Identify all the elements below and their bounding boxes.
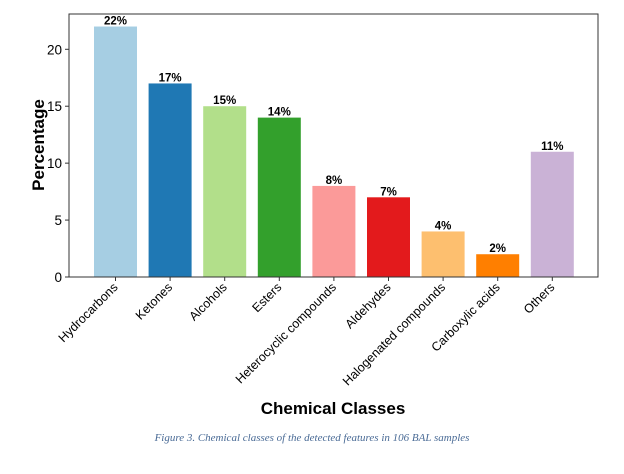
bar	[367, 197, 410, 277]
data-label: 14%	[268, 107, 291, 119]
y-tick-label: 20	[47, 42, 62, 57]
x-axis-label: Chemical Classes	[261, 399, 406, 418]
data-label: 8%	[326, 175, 343, 187]
data-label: 17%	[159, 72, 182, 84]
figure-caption: Figure 3. Chemical classes of the detect…	[154, 432, 470, 444]
bar	[530, 151, 574, 277]
bar	[257, 117, 301, 277]
x-tick-label: Hydrocarbons	[56, 280, 121, 345]
x-tick-label: Esters	[249, 280, 284, 315]
bar	[421, 231, 465, 277]
bar	[94, 26, 137, 278]
y-tick-label: 15	[47, 99, 62, 114]
bar	[312, 185, 356, 277]
data-label: 15%	[213, 95, 236, 107]
data-label: 2%	[489, 243, 506, 255]
y-tick-label: 10	[47, 156, 62, 171]
data-label: 11%	[541, 141, 563, 153]
bar-chart: 22% 17% 15% 14% 8% 7% 4% 2% 11% Hydrocarbons Keto…	[29, 13, 599, 418]
x-tick-label: Aldehydes	[342, 280, 393, 331]
bar	[203, 106, 247, 277]
bar	[148, 83, 192, 277]
y-tick-label: 0	[54, 270, 62, 285]
y-tick-label: 5	[54, 213, 62, 228]
data-label: 4%	[435, 220, 452, 232]
bar	[476, 254, 520, 277]
x-tick-label: Ketones	[133, 280, 175, 322]
data-label: 7%	[380, 186, 397, 198]
y-axis-label: Percentage	[29, 99, 48, 191]
plot-frame	[68, 13, 599, 278]
x-tick-label: Halogenated compounds	[340, 280, 448, 388]
data-label: 22%	[104, 16, 127, 28]
x-tick-label: Alcohols	[187, 280, 230, 323]
x-tick-label: Others	[521, 280, 557, 316]
x-tick-label: Heterocyclic compounds	[233, 280, 339, 386]
